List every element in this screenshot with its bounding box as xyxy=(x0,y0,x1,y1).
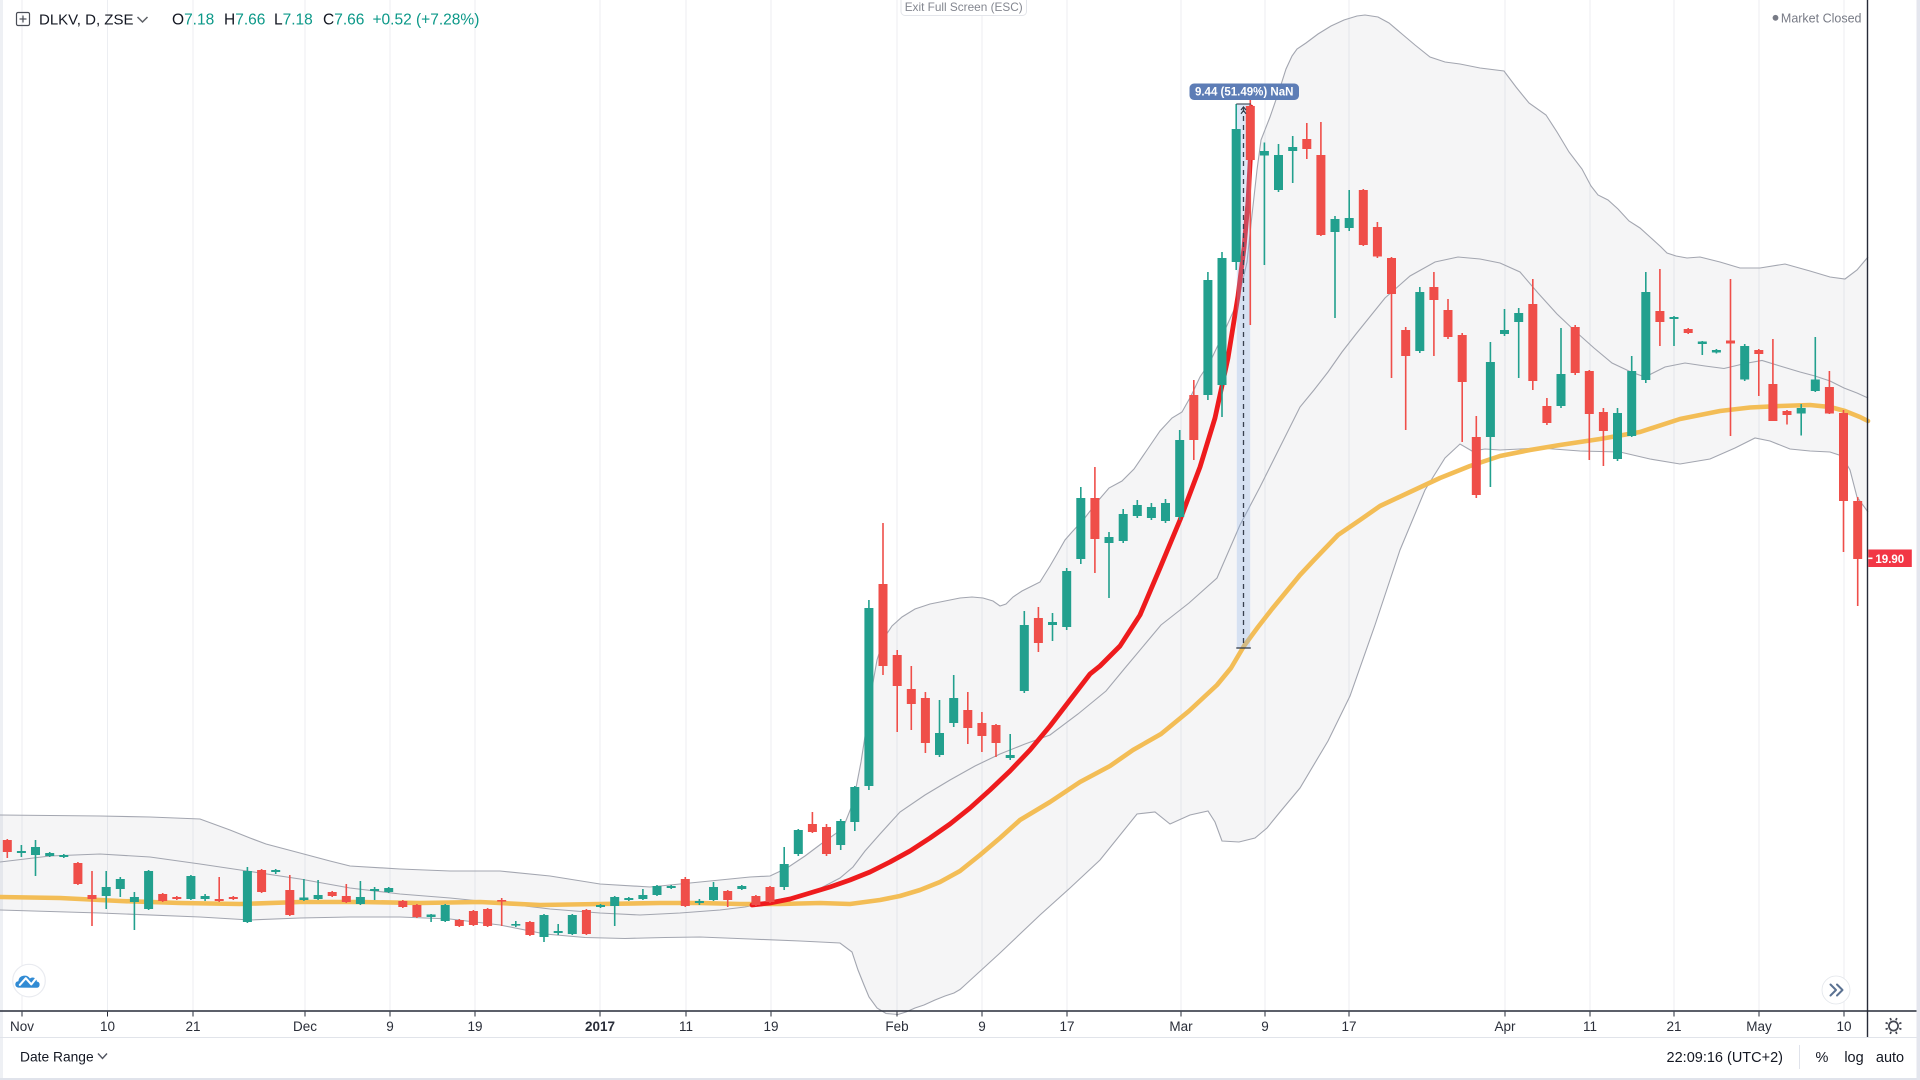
svg-text:9: 9 xyxy=(386,1019,394,1034)
svg-text:L7.18: L7.18 xyxy=(274,12,313,29)
svg-text:2017: 2017 xyxy=(585,1019,615,1034)
svg-text:21: 21 xyxy=(185,1019,200,1034)
svg-text:C7.66: C7.66 xyxy=(323,12,364,29)
svg-text:9.44 (51.49%) NaN: 9.44 (51.49%) NaN xyxy=(1195,87,1293,99)
svg-text:17: 17 xyxy=(1341,1019,1356,1034)
svg-text:11: 11 xyxy=(679,1019,693,1034)
svg-text:17: 17 xyxy=(1059,1019,1074,1034)
svg-text:Mar: Mar xyxy=(1169,1019,1193,1034)
svg-text:19: 19 xyxy=(467,1019,482,1034)
svg-text:19.90: 19.90 xyxy=(1875,554,1904,566)
svg-text:10: 10 xyxy=(100,1019,115,1034)
svg-text:H7.66: H7.66 xyxy=(224,12,265,29)
svg-text:Exit Full Screen (ESC): Exit Full Screen (ESC) xyxy=(905,0,1023,14)
svg-text:+0.52 (+7.28%): +0.52 (+7.28%) xyxy=(373,12,480,29)
svg-text:9: 9 xyxy=(1261,1019,1269,1034)
svg-text:Nov: Nov xyxy=(10,1019,34,1034)
svg-text:May: May xyxy=(1746,1019,1772,1034)
svg-text:O7.18: O7.18 xyxy=(172,12,214,29)
svg-text:11: 11 xyxy=(1583,1019,1597,1034)
svg-text:22:09:16 (UTC+2): 22:09:16 (UTC+2) xyxy=(1667,1050,1783,1066)
svg-text:21: 21 xyxy=(1666,1019,1681,1034)
svg-text:Apr: Apr xyxy=(1494,1019,1516,1034)
svg-text:10: 10 xyxy=(1836,1019,1851,1034)
svg-text:DLKV, D, ZSE: DLKV, D, ZSE xyxy=(39,12,133,29)
svg-text:Market Closed: Market Closed xyxy=(1781,11,1862,25)
svg-text:Feb: Feb xyxy=(885,1019,908,1034)
svg-text:Dec: Dec xyxy=(293,1019,317,1034)
svg-text:auto: auto xyxy=(1876,1050,1904,1066)
svg-text:19: 19 xyxy=(763,1019,778,1034)
svg-text:Date Range: Date Range xyxy=(20,1050,94,1065)
svg-text:log: log xyxy=(1844,1050,1863,1066)
svg-text:9: 9 xyxy=(978,1019,986,1034)
svg-text:%: % xyxy=(1816,1050,1829,1066)
